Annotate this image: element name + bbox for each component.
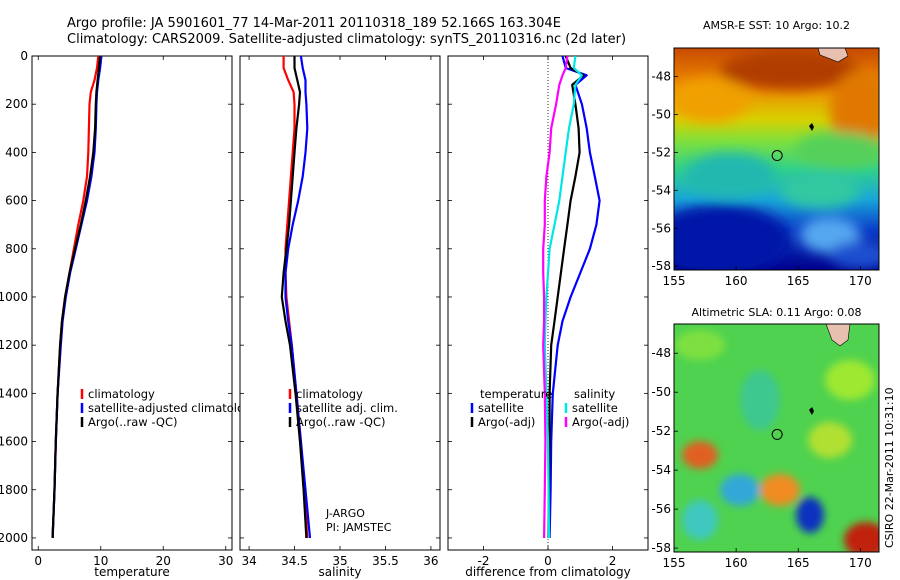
campbell-island-sst <box>809 123 814 131</box>
sst-map-title: AMSR-E SST: 10 Argo: 10.2 <box>703 19 850 32</box>
sla-map-ytick-label: -52 <box>651 424 671 438</box>
salinity-xtick-label: 35 <box>332 554 347 568</box>
campbell-island-sla <box>809 407 814 415</box>
difference-legend-group-title: salinity <box>574 387 615 401</box>
sst-map-ytick-label: -58 <box>651 259 671 273</box>
sst-map-ytick-label: -50 <box>651 107 671 121</box>
difference-series-1 <box>547 55 585 539</box>
salinity-series-2 <box>280 56 308 539</box>
sst-map-ytick-label: -56 <box>651 221 671 235</box>
figure-title-line-2: Climatology: CARS2009. Satellite-adjuste… <box>67 32 626 47</box>
difference-legend-label: Argo(-adj) <box>572 415 629 429</box>
pi-label: PI: JAMSTEC <box>326 521 392 534</box>
sla-map-ytick-label: -50 <box>651 385 671 399</box>
temperature-ytick-label: 1200 <box>0 338 28 352</box>
temperature-ytick-label: 1600 <box>0 435 28 449</box>
salinity-profile-panel: 34 34.5 35 35.5 36 salinity climatologysatelli… <box>239 55 441 579</box>
temperature-xlabel: temperature <box>94 565 169 579</box>
temperature-xtick-label: 20 <box>156 554 171 568</box>
sla-map-title: Altimetric SLA: 0.11 Argo: 0.08 <box>691 306 861 319</box>
sla-map-ytick-label: -54 <box>651 463 671 477</box>
temperature-xtick-label: 0 <box>34 554 42 568</box>
difference-xtick-label: 0 <box>544 554 552 568</box>
temperature-ytick-label: 600 <box>5 194 28 208</box>
salinity-xtick-label: 34.5 <box>281 554 308 568</box>
salinity-plot-frame <box>239 55 441 551</box>
sla-map-xtick-label: 170 <box>849 556 872 570</box>
new-zealand-coast-sst <box>817 48 849 63</box>
sst-map-xtick-label: 165 <box>787 274 810 288</box>
temperature-ytick-label: 1400 <box>0 386 28 400</box>
salinity-xlabel: salinity <box>318 565 361 579</box>
credit-timestamp: CSIRO 22-Mar-2011 10:31:10 <box>883 387 896 548</box>
sla-map-frame <box>673 323 880 553</box>
sst-map: 155 160 165 170 -48 -50 -52 -54 -56 -58 AMSR-E SS… <box>651 19 880 288</box>
temperature-series-2 <box>51 55 102 539</box>
salinity-legend-label: satellite adj. clim. <box>296 401 398 415</box>
temperature-ytick-label: 1800 <box>0 483 28 497</box>
difference-series-3 <box>542 55 569 539</box>
sla-map-ytick-label: -56 <box>651 502 671 516</box>
difference-legend-group-title: temperature <box>480 387 552 401</box>
sla-map: 155 160 165 170 -48 -50 -52 -54 -56 -58 Altimetri… <box>651 306 880 570</box>
temperature-ytick-label: 2000 <box>0 531 28 545</box>
salinity-legend-label: climatology <box>296 387 363 401</box>
temperature-ytick-label: 1000 <box>0 290 28 304</box>
new-zealand-coast-sla <box>825 324 851 347</box>
sst-map-xtick-label: 155 <box>663 274 686 288</box>
temperature-legend-label: Argo(..raw -QC) <box>88 415 178 429</box>
sst-map-xtick-label: 160 <box>725 274 748 288</box>
difference-series-2 <box>543 55 584 539</box>
temperature-ytick-label: 400 <box>5 145 28 159</box>
salinity-legend-label: Argo(..raw -QC) <box>296 415 386 429</box>
sla-map-xtick-label: 165 <box>787 556 810 570</box>
temperature-legend-label: satellite-adjusted climatology <box>88 401 258 415</box>
difference-xtick-label: 2 <box>609 554 617 568</box>
difference-xlabel: difference from climatology <box>465 565 631 579</box>
sla-map-ytick-label: -58 <box>651 541 671 555</box>
difference-legend-label: satellite <box>478 401 524 415</box>
temperature-ytick-label: 200 <box>5 97 28 111</box>
temperature-profile-panel: 0 200 400 600 800 1000 1200 1400 1600 1800 2000 0 10… <box>0 49 258 579</box>
argo-float-marker-sla <box>771 428 783 440</box>
agency-label: J-ARGO <box>325 507 365 520</box>
figure-title-line-1: Argo profile: JA 5901601_77 14-Mar-2011 … <box>67 16 561 31</box>
temperature-legend-label: climatology <box>88 387 155 401</box>
sst-map-frame <box>673 47 880 271</box>
sla-map-ytick-label: -48 <box>651 346 671 360</box>
temperature-ytick-label: 800 <box>5 242 28 256</box>
salinity-xtick-label: 36 <box>423 554 438 568</box>
sst-map-ytick-label: -54 <box>651 183 671 197</box>
sst-map-xtick-label: 170 <box>849 274 872 288</box>
sst-map-ytick-label: -52 <box>651 145 671 159</box>
sla-map-xtick-label: 155 <box>663 556 686 570</box>
difference-xtick-label: -2 <box>477 554 489 568</box>
temperature-ytick-label: 0 <box>20 49 28 63</box>
temperature-xtick-label: 10 <box>93 554 108 568</box>
sla-map-xtick-label: 160 <box>725 556 748 570</box>
difference-legend-label: satellite <box>572 401 618 415</box>
salinity-xtick-label: 34 <box>241 554 256 568</box>
argo-float-marker-sst <box>771 150 783 162</box>
sst-map-ytick-label: -48 <box>651 69 671 83</box>
temperature-xtick-label: 30 <box>218 554 233 568</box>
temperature-plot-frame <box>31 55 233 551</box>
difference-legend-label: Argo(-adj) <box>478 415 535 429</box>
salinity-xtick-label: 35.5 <box>372 554 399 568</box>
